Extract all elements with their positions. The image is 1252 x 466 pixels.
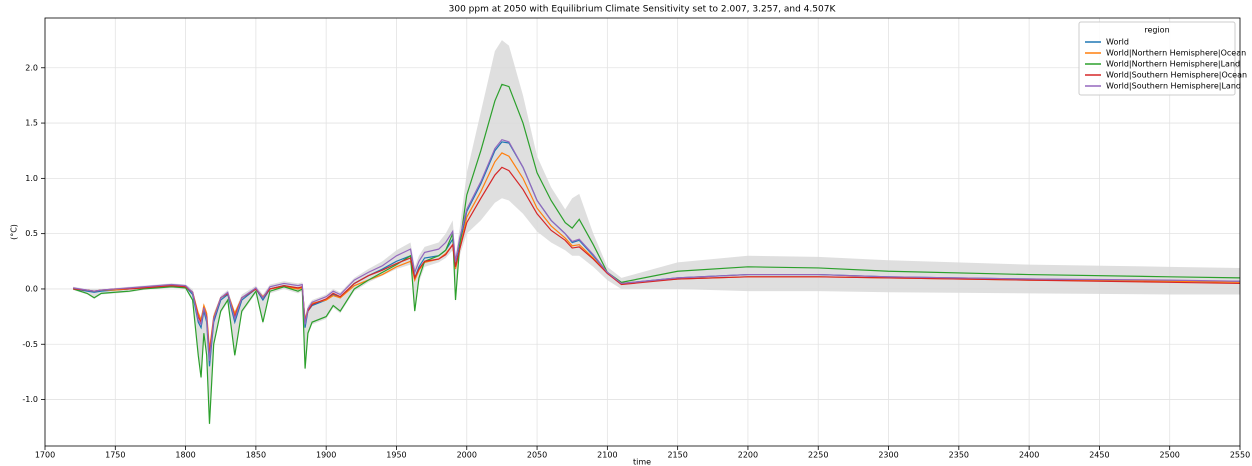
chart-title: 300 ppm at 2050 with Equilibrium Climate…: [449, 5, 837, 15]
y-tick-label: 1.0: [25, 174, 38, 183]
x-tick-label: 1950: [386, 451, 406, 460]
x-tick-label: 2450: [1089, 451, 1109, 460]
legend-box: [1078, 21, 1236, 96]
x-tick-label: 2000: [457, 451, 477, 460]
x-tick-label: 2500: [1160, 451, 1180, 460]
y-tick-label: 0.0: [25, 284, 38, 293]
uncertainty-band: [73, 40, 1240, 427]
legend-label: World: [1106, 38, 1129, 47]
series-line: [72, 83, 1241, 424]
x-tick-label: 2250: [808, 451, 828, 460]
x-tick-label: 2350: [949, 451, 969, 460]
x-tick-label: 2200: [738, 451, 758, 460]
x-tick-label: 1800: [175, 451, 195, 460]
x-tick-label: 2050: [527, 451, 547, 460]
y-tick-label: -1.0: [22, 395, 38, 404]
x-tick-label: 2100: [597, 451, 617, 460]
legend: region World World|Northern Hemisphere|Oce…: [1078, 21, 1247, 96]
y-tick-label: 2.0: [25, 63, 38, 72]
x-tick-label: 1850: [246, 451, 266, 460]
y-axis-label: (°C): [10, 224, 19, 240]
series-line: [73, 141, 1240, 367]
x-tick-label: 2150: [667, 451, 687, 460]
series-line: [73, 152, 1241, 350]
legend-label: World|Northern Hemisphere|Land: [1106, 60, 1240, 69]
plot-frame: [44, 17, 1241, 447]
x-axis-label: time: [633, 458, 651, 466]
y-tick-label: 1.5: [25, 119, 38, 128]
legend-label: World|Southern Hemisphere|Land: [1106, 82, 1241, 91]
legend-label: World|Northern Hemisphere|Ocean: [1106, 49, 1246, 58]
series-line: [73, 138, 1241, 361]
y-tick-label: -0.5: [22, 340, 38, 349]
x-tick-label: 1750: [105, 451, 125, 460]
x-tick-label: 1900: [316, 451, 336, 460]
legend-label: World|Southern Hemisphere|Ocean: [1106, 71, 1247, 80]
x-tick-label: 2300: [878, 451, 898, 460]
x-tick-label: 1700: [35, 451, 55, 460]
x-tick-label: 2400: [1019, 451, 1039, 460]
x-tick-label: 2550: [1230, 451, 1250, 460]
legend-title: region: [1144, 26, 1169, 35]
series-line: [73, 166, 1241, 356]
y-tick-label: 0.5: [25, 229, 38, 238]
